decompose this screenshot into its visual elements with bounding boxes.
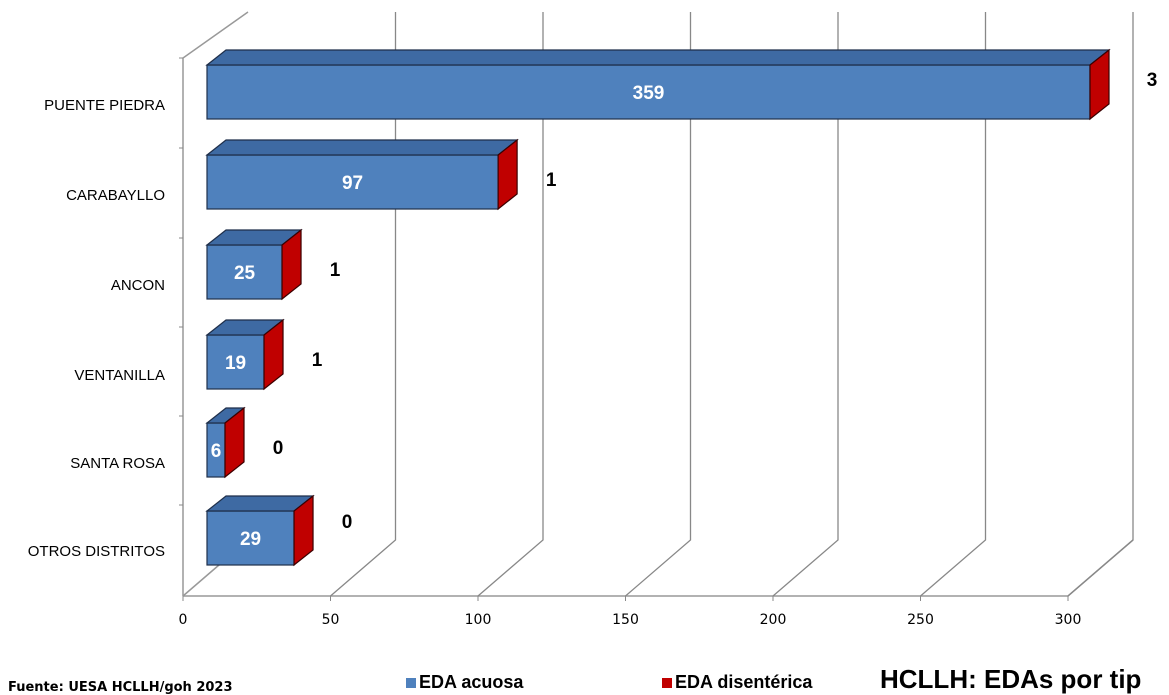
tick-label-50: 50 [322,612,340,628]
bar-acuosa-top-1 [205,139,519,156]
value-label-acuosa-1: 97 [342,173,363,194]
legend-label-disenterica: EDA disentérica [675,672,813,692]
source-note: Fuente: UESA HCLLH/goh 2023 [8,680,233,695]
gridline-200 [772,12,839,597]
bar-disenterica-3 [263,318,284,391]
bar-group-0 [205,48,1111,121]
bar-acuosa-1 [206,154,499,210]
tick-label-250: 250 [907,612,934,628]
value-label-acuosa-4: 6 [211,441,222,462]
category-label-4: SANTA ROSA [70,455,165,472]
value-label-disenterica-3: 1 [312,350,323,371]
bar-group-4 [205,406,246,479]
value-label-disenterica-5: 0 [342,512,353,533]
legend-item-disenterica: EDA disentérica [662,672,812,693]
gridline-250 [920,12,987,597]
bar-group-3 [205,318,285,391]
bars [205,48,1111,567]
gridline-300 [1067,12,1134,597]
tick-label-200: 200 [760,612,787,628]
gridline-100 [477,12,544,597]
bar-disenterica-1 [497,138,518,211]
value-label-acuosa-2: 25 [234,263,256,284]
bar-acuosa-0 [206,64,1091,120]
chart-title: HCLLH: EDAs por tip [880,664,1142,694]
value-label-disenterica-4: 0 [273,438,284,459]
value-label-acuosa-0: 359 [633,83,665,104]
tick-label-100: 100 [465,612,492,628]
tick-labels: 0 50 100 150 200 250 300 [179,612,1082,628]
category-label-1: CARABAYLLO [66,187,165,204]
category-label-0: PUENTE PIEDRA [44,97,165,114]
bar-disenterica-2 [281,228,302,301]
value-label-disenterica-0: 3 [1147,70,1158,91]
bar-acuosa-top-0 [205,49,1111,66]
bar-disenterica-5 [293,494,314,567]
legend-swatch-disenterica [662,677,672,688]
legend-swatch-acuosa [406,677,416,688]
tick-label-0: 0 [179,612,188,628]
gridlines [179,12,1134,601]
gridline-150 [625,12,692,597]
bar-group-5 [205,494,315,567]
bar-disenterica-0 [1089,48,1110,121]
value-labels: 359 3 97 1 25 1 19 1 6 0 29 0 [211,70,1158,550]
value-label-acuosa-5: 29 [240,529,261,550]
value-label-disenterica-2: 1 [330,260,341,281]
bar-disenterica-4 [224,406,245,479]
bar-acuosa-5 [206,510,295,566]
bar-group-2 [205,228,303,301]
tick-label-300: 300 [1055,612,1082,628]
value-label-disenterica-1: 1 [546,170,557,191]
category-labels: PUENTE PIEDRA CARABAYLLO ANCON VENTANILLA SA… [28,97,165,560]
legend-label-acuosa: EDA acuosa [419,672,524,692]
bar-group-1 [205,138,519,211]
category-label-3: VENTANILLA [74,367,165,384]
legend-item-acuosa: EDA acuosa [406,672,523,693]
category-label-2: ANCON [111,277,165,294]
bar-acuosa-3 [206,334,265,390]
value-label-acuosa-3: 19 [225,353,246,374]
category-label-5: OTROS DISTRITOS [28,543,165,560]
tick-label-150: 150 [612,612,639,628]
